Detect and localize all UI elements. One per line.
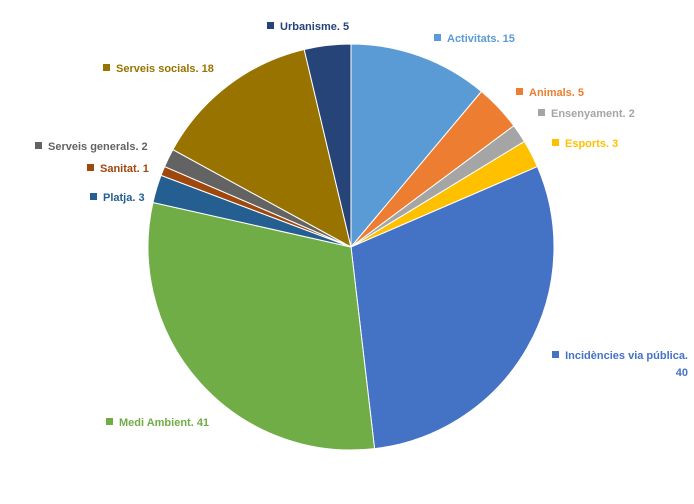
label-text: Ensenyament. 2 <box>551 108 635 120</box>
legend-swatch <box>267 22 274 29</box>
pie-slice <box>350 43 483 249</box>
data-label: Ensenyament. 2 <box>538 106 635 123</box>
legend-swatch <box>552 351 560 358</box>
data-label: Serveis generals. 2 <box>35 139 148 156</box>
legend-swatch <box>552 139 559 146</box>
data-label: Platja. 3 <box>90 190 145 207</box>
label-text: Sanitat. 1 <box>100 163 149 175</box>
legend-swatch <box>90 193 97 200</box>
label-text: Medi Ambient. 41 <box>119 417 210 429</box>
label-text: Serveis generals. 2 <box>48 141 148 153</box>
legend-swatch <box>103 64 110 71</box>
legend-swatch <box>434 34 441 41</box>
legend-swatch <box>87 164 94 171</box>
label-text: Animals. 5 <box>529 87 585 99</box>
data-label: Sanitat. 1 <box>87 161 149 178</box>
data-label: Medi Ambient. 41 <box>106 415 209 432</box>
data-label: Urbanisme. 5 <box>267 19 349 36</box>
pie-slice <box>350 165 555 450</box>
legend-swatch <box>35 142 42 149</box>
data-label: Activitats. 15 <box>434 31 515 48</box>
label-text: Activitats. 15 <box>447 33 515 45</box>
data-label: Animals. 5 <box>516 85 584 102</box>
pie-slice <box>147 201 376 451</box>
label-text: Incidències via pública. 40 <box>565 350 688 379</box>
pie-slice <box>303 43 352 248</box>
data-label: Esports. 3 <box>552 136 618 153</box>
data-label: Serveis socials. 18 <box>103 61 214 78</box>
legend-swatch <box>538 109 545 116</box>
label-text: Platja. 3 <box>103 192 145 204</box>
label-text: Esports. 3 <box>565 138 619 150</box>
pie-slice <box>172 48 352 248</box>
legend-swatch <box>106 418 113 425</box>
label-text: Urbanisme. 5 <box>280 21 350 33</box>
data-label: Incidències via pública. 40 <box>548 348 688 382</box>
label-text: Serveis socials. 18 <box>116 63 214 75</box>
legend-swatch <box>516 88 523 95</box>
